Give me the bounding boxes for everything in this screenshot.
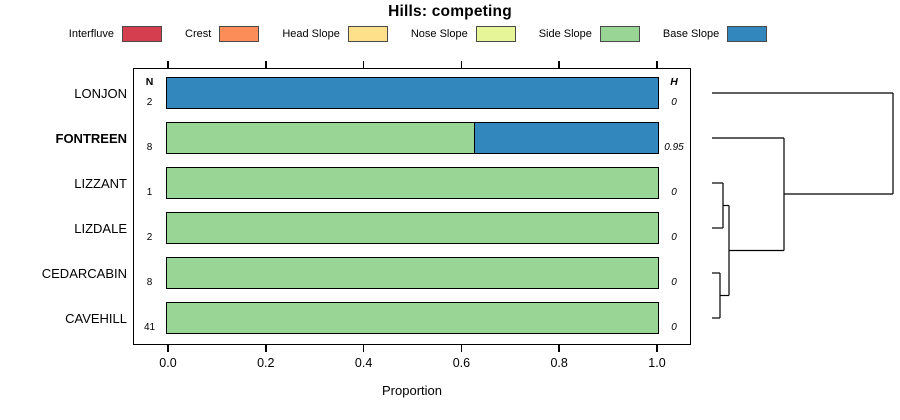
category-label-fontreen: FONTREEN (55, 131, 128, 146)
x-tick-bottom (167, 345, 169, 352)
bar-lizdale (166, 212, 659, 244)
category-label-lizdale: LIZDALE (74, 221, 127, 236)
plot-area (133, 68, 691, 345)
n-value-lonjon: 2 (146, 97, 153, 108)
x-axis-title: Proportion (382, 383, 442, 398)
legend-label: Head Slope (282, 28, 340, 40)
chart-title: Hills: competing (388, 3, 512, 20)
h-column-header: H (670, 76, 678, 88)
legend-swatch-head-slope (347, 26, 388, 42)
legend-label: Nose Slope (410, 28, 468, 40)
legend-swatch-base-slope (727, 26, 768, 42)
legend-item-nose-slope: Nose Slope (411, 25, 516, 43)
x-tick-top (656, 61, 658, 68)
x-tick-bottom (656, 345, 658, 352)
x-tick-label: 1.0 (648, 356, 666, 370)
n-value-lizzant: 1 (146, 187, 153, 198)
legend-item-side-slope: Side Slope (539, 25, 640, 43)
n-value-cavehill: 41 (143, 322, 156, 333)
x-tick-label: 0.0 (159, 356, 177, 370)
legend-swatch-nose-slope (475, 26, 516, 42)
category-label-lonjon: LONJON (74, 86, 127, 101)
legend-item-crest: Crest (185, 25, 260, 43)
x-tick-top (265, 61, 267, 68)
bar-cavehill (166, 302, 659, 334)
legend-swatch-interfluve (122, 26, 163, 42)
legend-item-interfluve: Interfluve (68, 25, 163, 43)
h-value-cedarcabin: 0 (671, 277, 677, 288)
x-tick-top (362, 61, 365, 68)
bar-segment-lonjon-base-slope (167, 78, 658, 108)
legend-swatch-side-slope (599, 26, 640, 42)
category-label-cavehill: CAVEHILL (65, 311, 127, 326)
n-value-lizdale: 2 (146, 232, 153, 243)
h-value-lonjon: 0 (671, 97, 677, 108)
legend-label: Interfluve (68, 28, 115, 40)
bar-segment-lizdale-side-slope (167, 213, 658, 243)
bar-segment-fontreen-base-slope (473, 123, 658, 153)
x-tick-top (558, 61, 560, 68)
category-label-lizzant: LIZZANT (74, 176, 127, 191)
bar-segment-fontreen-side-slope (167, 123, 474, 153)
legend: Interfluve Crest Head Slope Nose Slope Side … (0, 25, 836, 43)
x-tick-bottom (558, 345, 560, 352)
legend-item-head-slope: Head Slope (282, 25, 388, 43)
x-tick-bottom (460, 345, 463, 352)
bar-segment-lizzant-side-slope (167, 168, 658, 198)
legend-item-base-slope: Base Slope (662, 25, 768, 43)
bar-cedarcabin (166, 257, 659, 289)
x-tick-top (167, 61, 169, 68)
x-tick-top (460, 61, 463, 68)
h-value-lizzant: 0 (671, 187, 677, 198)
n-value-cedarcabin: 8 (146, 277, 153, 288)
legend-label: Crest (185, 28, 212, 40)
legend-swatch-crest (219, 26, 260, 42)
x-tick-label: 0.6 (452, 356, 471, 370)
bar-segment-cedarcabin-side-slope (167, 258, 658, 288)
category-label-cedarcabin: CEDARCABIN (41, 266, 127, 281)
n-value-fontreen: 8 (146, 142, 153, 153)
h-value-lizdale: 0 (671, 232, 677, 243)
x-tick-label: 0.2 (257, 356, 275, 370)
x-tick-label: 0.8 (550, 356, 568, 370)
legend-label: Base Slope (662, 28, 720, 40)
x-tick-bottom (362, 345, 365, 352)
n-column-header: N (145, 76, 154, 88)
x-tick-label: 0.4 (354, 356, 373, 370)
legend-label: Side Slope (538, 28, 592, 40)
h-value-fontreen: 0.95 (664, 142, 684, 153)
h-value-cavehill: 0 (671, 322, 677, 333)
bar-segment-cavehill-side-slope (167, 303, 658, 333)
x-tick-bottom (265, 345, 267, 352)
bar-fontreen (166, 122, 659, 154)
bar-lizzant (166, 167, 659, 199)
bar-lonjon (166, 77, 659, 109)
